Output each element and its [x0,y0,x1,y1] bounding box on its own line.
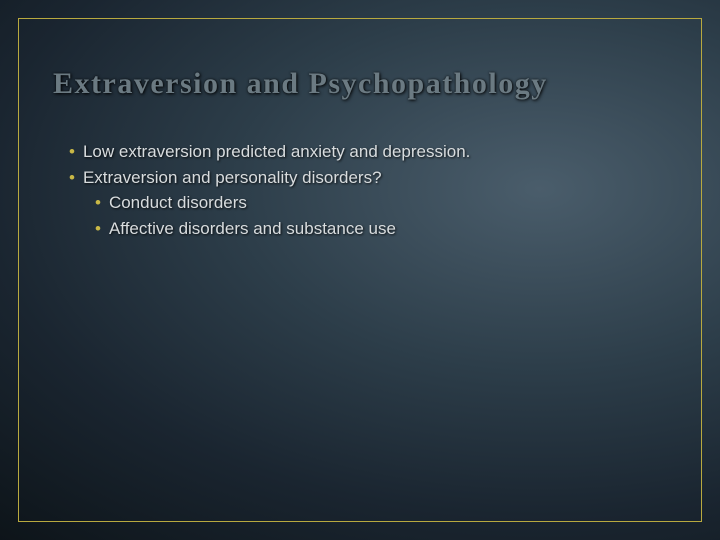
bullet-icon: • [95,216,101,242]
list-item: • Conduct disorders [53,190,667,216]
list-item-text: Low extraversion predicted anxiety and d… [83,139,470,165]
bullet-icon: • [69,165,75,191]
list-item-text: Extraversion and personality disorders? [83,165,382,191]
slide-title: Extraversion and Psychopathology [53,67,667,101]
list-item-text: Affective disorders and substance use [109,216,396,242]
list-item: • Extraversion and personality disorders… [53,165,667,191]
bullet-icon: • [69,139,75,165]
bullet-icon: • [95,190,101,216]
list-item: • Affective disorders and substance use [53,216,667,242]
slide-border: Extraversion and Psychopathology • Low e… [18,18,702,522]
slide: Extraversion and Psychopathology • Low e… [0,0,720,540]
bullet-list: • Low extraversion predicted anxiety and… [53,139,667,241]
list-item-text: Conduct disorders [109,190,247,216]
list-item: • Low extraversion predicted anxiety and… [53,139,667,165]
